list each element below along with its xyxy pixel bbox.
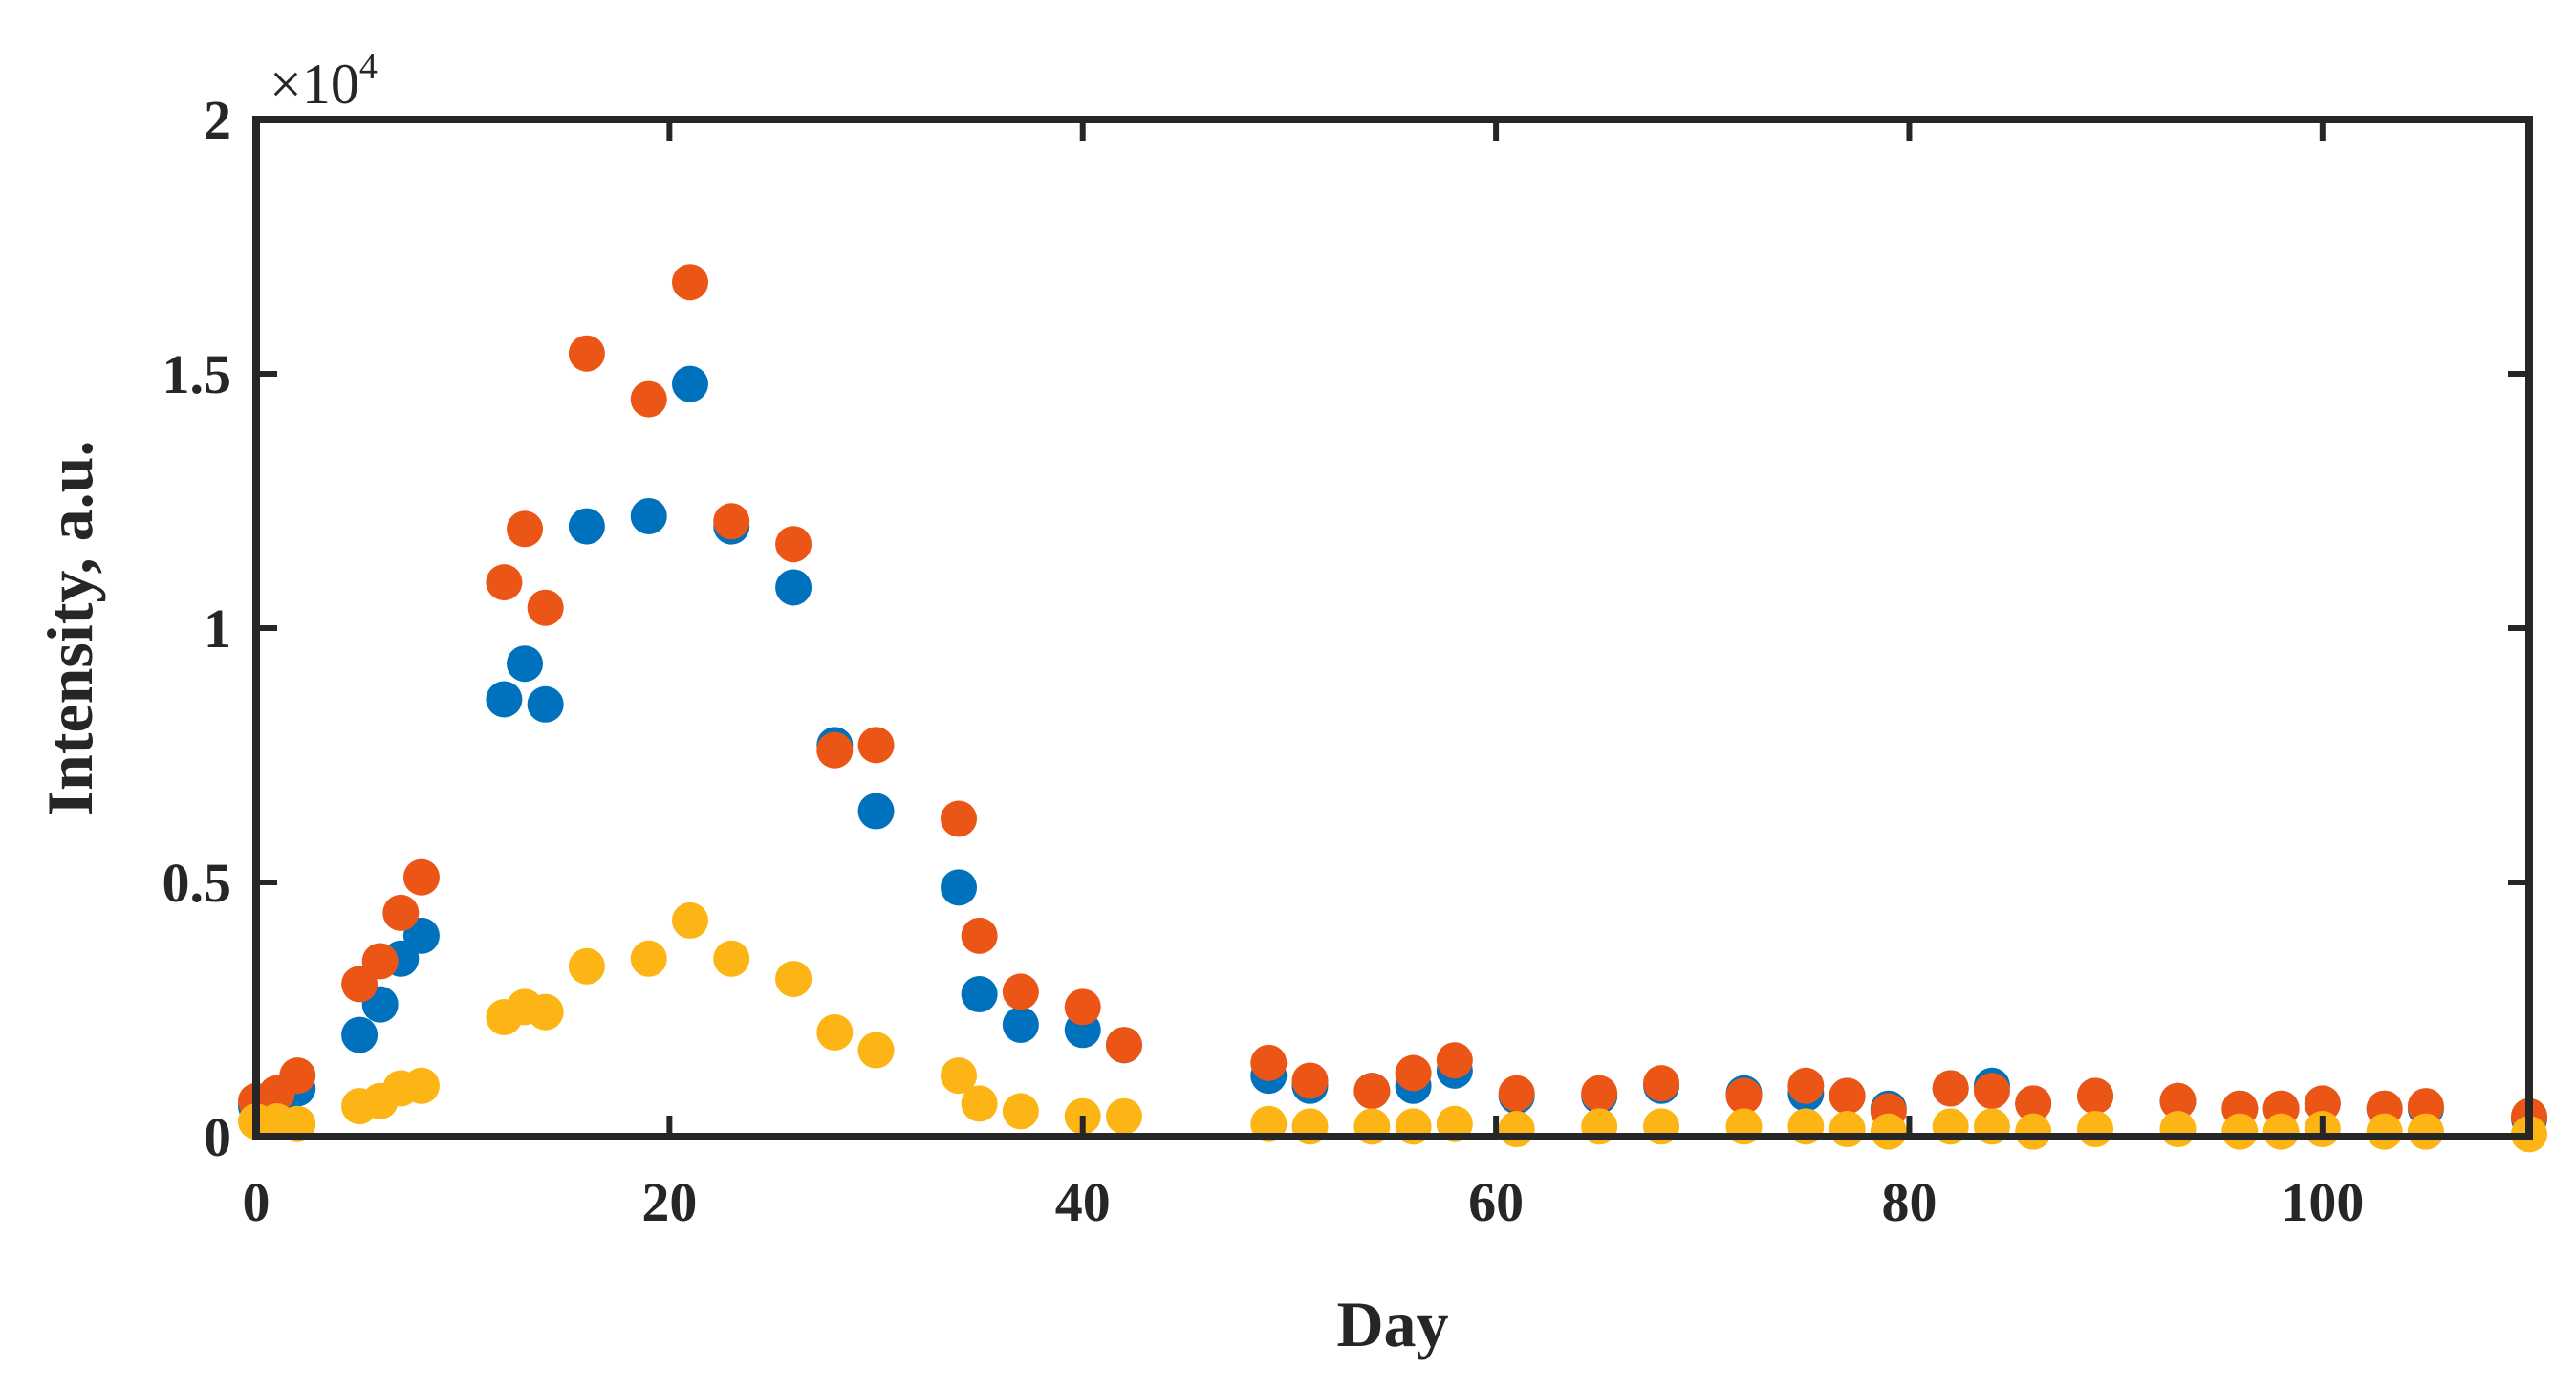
point-series-2 xyxy=(1105,1027,1142,1064)
point-series-3 xyxy=(941,1057,978,1095)
x-tick-labels: 0 20 40 60 80 100 xyxy=(243,1171,2365,1233)
point-series-1 xyxy=(568,508,605,545)
point-series-2 xyxy=(1395,1054,1432,1092)
point-series-3 xyxy=(568,947,605,985)
point-series-2 xyxy=(961,917,998,954)
point-series-1 xyxy=(486,681,523,718)
x-tick-label: 80 xyxy=(1881,1171,1937,1233)
point-series-3 xyxy=(1829,1111,1866,1148)
point-series-2 xyxy=(1643,1065,1680,1102)
y-tick-labels: 0 0.5 1 1.5 2 xyxy=(162,89,232,1168)
point-series-3 xyxy=(775,961,812,998)
point-series-2 xyxy=(2159,1082,2197,1119)
x-tick-label: 100 xyxy=(2281,1171,2364,1233)
point-series-2 xyxy=(527,589,564,626)
point-series-3 xyxy=(630,940,667,977)
point-series-2 xyxy=(1932,1070,1969,1107)
point-series-2 xyxy=(2077,1077,2114,1115)
y-exponent-power: 4 xyxy=(359,47,378,87)
point-series-3 xyxy=(2159,1111,2197,1148)
y-exponent-base: ×10 xyxy=(270,53,359,116)
point-series-3 xyxy=(2221,1113,2259,1150)
x-tick-label: 40 xyxy=(1055,1171,1111,1233)
point-series-2 xyxy=(2304,1085,2341,1122)
point-series-2 xyxy=(630,380,667,418)
x-tick-label: 0 xyxy=(243,1171,271,1233)
y-tick-label: 2 xyxy=(204,89,231,151)
y-axis-label: Intensity, a.u. xyxy=(33,441,106,816)
point-series-2 xyxy=(1291,1062,1329,1099)
point-series-2 xyxy=(1829,1077,1866,1115)
point-series-1 xyxy=(775,569,812,606)
point-series-2 xyxy=(1436,1042,1473,1079)
x-axis-label: Day xyxy=(1336,1288,1448,1360)
point-series-2 xyxy=(382,894,420,931)
point-series-3 xyxy=(2262,1113,2300,1150)
point-series-3 xyxy=(671,901,708,939)
point-series-2 xyxy=(1725,1077,1763,1115)
point-series-2 xyxy=(279,1057,316,1095)
point-series-2 xyxy=(713,503,750,540)
point-series-3 xyxy=(527,993,564,1031)
point-series-1 xyxy=(1002,1006,1039,1043)
point-series-3 xyxy=(2015,1113,2052,1150)
point-series-2 xyxy=(1973,1073,2010,1110)
point-series-2 xyxy=(671,264,708,301)
point-series-3 xyxy=(402,1067,440,1104)
point-series-1 xyxy=(507,645,544,683)
plot-frame xyxy=(252,116,2533,1140)
point-series-3 xyxy=(1498,1111,1535,1148)
y-tick-label: 1 xyxy=(204,597,231,660)
point-series-2 xyxy=(2015,1085,2052,1122)
point-series-2 xyxy=(361,943,399,980)
point-series-1 xyxy=(527,685,564,723)
point-series-2 xyxy=(568,335,605,372)
x-tick-label: 20 xyxy=(641,1171,697,1233)
point-series-3 xyxy=(1105,1097,1142,1135)
point-series-1 xyxy=(671,365,708,402)
point-series-2 xyxy=(1498,1075,1535,1112)
point-series-3 xyxy=(816,1013,854,1051)
point-series-2 xyxy=(507,510,544,548)
point-series-2 xyxy=(2407,1088,2444,1125)
plot-area xyxy=(256,119,2529,1137)
y-axis-exponent: ×104 xyxy=(270,47,378,116)
point-series-2 xyxy=(1064,988,1101,1026)
point-series-2 xyxy=(941,800,978,837)
point-series-1 xyxy=(941,869,978,906)
point-series-2 xyxy=(1002,973,1039,1010)
y-tick-label: 1.5 xyxy=(162,343,232,405)
point-series-2 xyxy=(857,727,895,764)
point-series-1 xyxy=(630,497,667,534)
point-series-1 xyxy=(961,976,998,1013)
point-series-3 xyxy=(2366,1113,2403,1150)
point-series-3 xyxy=(2407,1113,2444,1150)
y-tick-label: 0.5 xyxy=(162,852,232,914)
point-series-3 xyxy=(1870,1113,1907,1150)
x-tick-label: 60 xyxy=(1468,1171,1524,1233)
point-series-3 xyxy=(961,1085,998,1122)
point-series-3 xyxy=(2077,1111,2114,1148)
point-series-2 xyxy=(816,731,854,769)
point-series-2 xyxy=(1353,1073,1391,1110)
point-series-3 xyxy=(713,940,750,977)
point-series-2 xyxy=(1787,1067,1825,1104)
point-series-2 xyxy=(775,526,812,563)
y-tick-label: 0 xyxy=(204,1106,231,1168)
point-series-3 xyxy=(1002,1093,1039,1130)
point-series-3 xyxy=(857,1032,895,1069)
point-series-2 xyxy=(486,564,523,601)
point-series-1 xyxy=(857,793,895,830)
point-series-2 xyxy=(1250,1044,1288,1081)
point-series-2 xyxy=(402,858,440,896)
point-series-1 xyxy=(341,1016,379,1053)
point-series-2 xyxy=(1581,1075,1618,1112)
